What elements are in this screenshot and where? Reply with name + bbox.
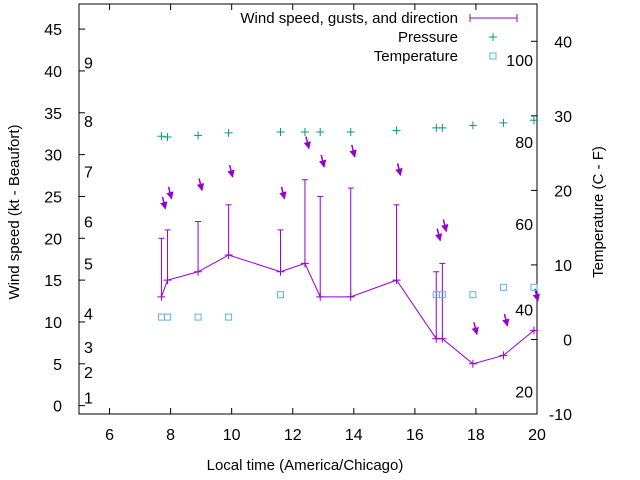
pressure-point [163, 133, 172, 142]
y-tick-label: 35 [44, 106, 62, 123]
wind-direction-arrow [166, 186, 174, 200]
x-tick-label: 14 [345, 427, 363, 444]
pressure-point [157, 132, 166, 141]
pressure-point [224, 128, 233, 137]
x-tick-label: 12 [284, 427, 302, 444]
pressure-point [468, 121, 477, 130]
wind-direction-arrow [471, 322, 479, 336]
legend-swatch-pressure [489, 33, 497, 41]
wind-direction-arrow [318, 154, 327, 168]
y-tick-label: 45 [44, 22, 62, 39]
wind-direction-arrow [160, 196, 168, 210]
y2-tick-label: 10 [554, 258, 572, 275]
wind-speed-point [468, 359, 477, 368]
fahrenheit-label: 80 [515, 135, 533, 152]
beaufort-label: 3 [84, 340, 93, 357]
y-tick-label: 30 [44, 148, 62, 165]
beaufort-label: 1 [84, 390, 93, 407]
fahrenheit-label: 20 [515, 385, 533, 402]
beaufort-label: 5 [84, 256, 93, 273]
fahrenheit-label: 60 [515, 217, 533, 234]
y2-tick-label: 0 [563, 332, 572, 349]
wind-direction-arrow [227, 164, 235, 178]
wind-direction-arrow [196, 178, 205, 192]
temperature-point [194, 313, 202, 321]
pressure-point [346, 128, 355, 137]
temperature-point [277, 291, 285, 299]
beaufort-label: 2 [84, 365, 93, 382]
wind-speed-point [499, 351, 508, 360]
x-tick-label: 18 [467, 427, 485, 444]
series-layer [157, 116, 540, 368]
beaufort-label: 6 [84, 215, 93, 232]
pressure-point [392, 126, 401, 135]
wind-direction-arrow [303, 136, 311, 150]
beaufort-label: 9 [84, 56, 93, 73]
beaufort-label: 4 [84, 307, 93, 324]
x-tick-label: 8 [166, 427, 175, 444]
y-tick-label: 15 [44, 273, 62, 290]
y-tick-label: 0 [53, 399, 62, 416]
y-tick-label: 20 [44, 231, 62, 248]
pressure-point [276, 128, 285, 137]
pressure-point [499, 118, 508, 127]
fahrenheit-label: 100 [506, 53, 533, 70]
x-tick-label: 16 [406, 427, 424, 444]
wind-direction-arrow [502, 313, 510, 327]
wind-direction-arrow [532, 288, 540, 302]
wind-direction-arrow [441, 219, 449, 233]
fahrenheit-label: 40 [515, 303, 533, 320]
x-tick-label: 10 [223, 427, 241, 444]
y-tick-label: 5 [53, 357, 62, 374]
beaufort-label: 8 [84, 114, 93, 131]
wind-direction-arrow [279, 186, 287, 200]
y-axis-label: Wind speed (kt - Beaufort) [6, 124, 23, 299]
pressure-point [194, 131, 203, 140]
y2-axis-label: Temperature (C - F) [590, 146, 607, 278]
axes: 6 8 10 12 14 16 18 20051015202530354045-1001020… [44, 4, 572, 444]
pressure-point [316, 128, 325, 137]
temperature-point [469, 291, 477, 299]
y2-tick-label: 40 [554, 34, 572, 51]
wind-direction-arrow [434, 228, 443, 242]
wind-speed-line [160, 254, 535, 365]
legend-swatch-temperature [489, 52, 497, 60]
temperature-point [438, 291, 446, 299]
beaufort-label: 7 [84, 164, 93, 181]
x-tick-label: 6 [105, 427, 114, 444]
legend-label-wind: Wind speed, gusts, and direction [240, 10, 458, 27]
y2-tick-label: -10 [549, 407, 572, 424]
temperature-point [225, 313, 233, 321]
temperature-point [164, 313, 172, 321]
temperature-point [157, 313, 165, 321]
y-tick-label: 40 [44, 64, 62, 81]
y2-tick-label: 30 [554, 109, 572, 126]
temperature-point [499, 283, 507, 291]
x-axis-label: Local time (America/Chicago) [207, 457, 404, 474]
y2-tick-label: 20 [554, 183, 572, 200]
legend: Wind speed, gusts, and direction Pressure… [240, 10, 518, 65]
wind-direction-arrow [349, 144, 357, 158]
wind-speed-point [529, 326, 538, 335]
pressure-point [300, 128, 309, 137]
pressure-point [438, 123, 447, 132]
y-tick-label: 10 [44, 315, 62, 332]
legend-label-temperature: Temperature [374, 48, 458, 65]
plot-area-frame [78, 3, 538, 415]
x-tick-label: 20 [528, 427, 546, 444]
y-tick-label: 25 [44, 189, 62, 206]
wind-direction-arrow [395, 163, 403, 177]
pressure-point [529, 116, 538, 125]
temperature-point [530, 283, 538, 291]
legend-label-pressure: Pressure [398, 29, 458, 46]
